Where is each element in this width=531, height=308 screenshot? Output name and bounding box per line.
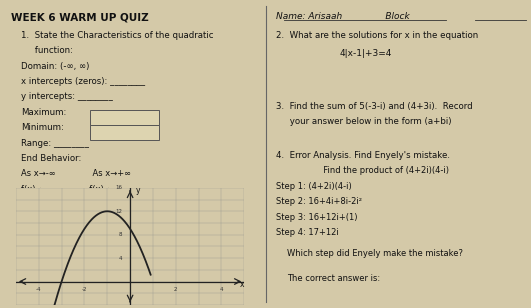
Text: x: x <box>239 280 244 289</box>
Text: y intercepts: ________: y intercepts: ________ <box>21 92 113 101</box>
Text: Step 1: (4+2i)(4-i): Step 1: (4+2i)(4-i) <box>276 182 352 191</box>
Text: Step 3: 16+12i+(1): Step 3: 16+12i+(1) <box>276 213 357 221</box>
Text: 3.  Find the sum of 5(-3-i) and (4+3i).  Record: 3. Find the sum of 5(-3-i) and (4+3i). R… <box>276 102 473 111</box>
Text: Range: ________: Range: ________ <box>21 139 89 148</box>
Text: -2: -2 <box>82 287 87 292</box>
Text: As x→-∞              As x→+∞: As x→-∞ As x→+∞ <box>21 169 131 178</box>
Text: y: y <box>136 185 140 195</box>
Text: 4|x-1|+3=4: 4|x-1|+3=4 <box>340 49 392 58</box>
Text: your answer below in the form (a+bi): your answer below in the form (a+bi) <box>276 117 452 126</box>
Text: End Behavior:: End Behavior: <box>21 154 82 163</box>
Text: function:: function: <box>21 46 73 55</box>
Text: Minimum:: Minimum: <box>21 123 64 132</box>
FancyBboxPatch shape <box>90 125 159 140</box>
Text: 4.  Error Analysis. Find Enyely's mistake.: 4. Error Analysis. Find Enyely's mistake… <box>276 151 450 160</box>
Text: The correct answer is:: The correct answer is: <box>287 274 380 283</box>
Text: x intercepts (zeros): ________: x intercepts (zeros): ________ <box>21 77 145 86</box>
Text: WEEK 6 WARM UP QUIZ: WEEK 6 WARM UP QUIZ <box>11 12 148 22</box>
Text: Which step did Enyely make the mistake?: Which step did Enyely make the mistake? <box>287 249 463 258</box>
Text: Step 2: 16+4i+8i-2i²: Step 2: 16+4i+8i-2i² <box>276 197 362 206</box>
Text: 16: 16 <box>115 185 122 190</box>
Text: Find the product of (4+2i)(4-i): Find the product of (4+2i)(4-i) <box>297 166 449 175</box>
Text: 1.  State the Characteristics of the quadratic: 1. State the Characteristics of the quad… <box>21 31 214 40</box>
Text: 8: 8 <box>118 232 122 237</box>
Text: 12: 12 <box>115 209 122 214</box>
FancyBboxPatch shape <box>90 110 159 125</box>
Text: Step 4: 17+12i: Step 4: 17+12i <box>276 228 339 237</box>
Text: Maximum:: Maximum: <box>21 108 66 117</box>
Text: Domain: (-∞, ∞): Domain: (-∞, ∞) <box>21 62 90 71</box>
Text: Name: Arisaah               Block: Name: Arisaah Block <box>276 12 410 21</box>
Text: 4: 4 <box>118 256 122 261</box>
Text: 2.  What are the solutions for x in the equation: 2. What are the solutions for x in the e… <box>276 31 478 40</box>
Text: f(x)→ -∞             f(x)→ -∞: f(x)→ -∞ f(x)→ -∞ <box>21 185 124 194</box>
Text: 2: 2 <box>174 287 177 292</box>
Text: -4: -4 <box>36 287 41 292</box>
Text: 4: 4 <box>220 287 223 292</box>
